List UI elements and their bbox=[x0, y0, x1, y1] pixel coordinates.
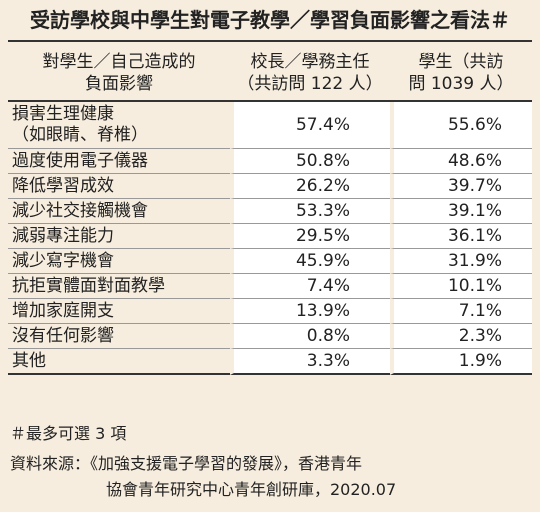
table-row: 過度使用電子儀器 50.8% 48.6% bbox=[8, 149, 532, 174]
header-impact-line2: 負面影響 bbox=[85, 74, 153, 94]
row-label: 其他 bbox=[8, 349, 230, 375]
row-label: 沒有任何影響 bbox=[8, 324, 230, 349]
header-principals-line2: （共訪問 122 人） bbox=[237, 74, 383, 94]
survey-table: 對學生／自己造成的 負面影響 校長／學務主任 （共訪問 122 人） 學生（共訪… bbox=[8, 46, 532, 375]
header-students-line2: 問 1039 人） bbox=[408, 74, 514, 94]
principal-value: 7.4% bbox=[230, 274, 390, 299]
row-label: 降低學習成效 bbox=[8, 174, 230, 199]
footnote: ＃最多可選 3 項 bbox=[10, 424, 127, 443]
principal-value: 57.4% bbox=[230, 102, 390, 149]
principal-value: 13.9% bbox=[230, 299, 390, 324]
header-students-line1: 學生（共訪 bbox=[418, 52, 504, 72]
table-row: 損害生理健康 （如眼睛、脊椎） 57.4% 55.6% bbox=[8, 102, 532, 149]
table-row: 增加家庭開支 13.9% 7.1% bbox=[8, 299, 532, 324]
row-label: 減弱專注能力 bbox=[8, 224, 230, 249]
student-value: 10.1% bbox=[390, 274, 532, 299]
header-principals: 校長／學務主任 （共訪問 122 人） bbox=[230, 46, 390, 102]
principal-value: 26.2% bbox=[230, 174, 390, 199]
table-row: 減少寫字機會 45.9% 31.9% bbox=[8, 249, 532, 274]
table-row: 減少社交接觸機會 53.3% 39.1% bbox=[8, 199, 532, 224]
principal-value: 3.3% bbox=[230, 349, 390, 375]
row-label-line1: 損害生理健康 bbox=[12, 104, 114, 124]
student-value: 36.1% bbox=[390, 224, 532, 249]
page-title: 受訪學校與中學生對電子教學／學習負面影響之看法＃ bbox=[30, 8, 510, 32]
table-row: 抗拒實體面對面教學 7.4% 10.1% bbox=[8, 274, 532, 299]
student-value: 31.9% bbox=[390, 249, 532, 274]
principal-value: 0.8% bbox=[230, 324, 390, 349]
principal-value: 53.3% bbox=[230, 199, 390, 224]
source-line-1: 資料來源：《加強支援電子學習的發展》，香港青年 bbox=[10, 454, 363, 473]
header-impact-line1: 對學生／自己造成的 bbox=[42, 52, 196, 72]
student-value: 55.6% bbox=[390, 102, 532, 149]
student-value: 39.1% bbox=[390, 199, 532, 224]
title-divider bbox=[8, 40, 532, 42]
header-impact: 對學生／自己造成的 負面影響 bbox=[8, 46, 230, 102]
header-row: 對學生／自己造成的 負面影響 校長／學務主任 （共訪問 122 人） 學生（共訪… bbox=[8, 46, 532, 102]
principal-value: 45.9% bbox=[230, 249, 390, 274]
row-label: 損害生理健康 （如眼睛、脊椎） bbox=[8, 102, 230, 149]
table-row: 減弱專注能力 29.5% 36.1% bbox=[8, 224, 532, 249]
row-label: 減少寫字機會 bbox=[8, 249, 230, 274]
table-row: 沒有任何影響 0.8% 2.3% bbox=[8, 324, 532, 349]
table-row: 降低學習成效 26.2% 39.7% bbox=[8, 174, 532, 199]
table-row: 其他 3.3% 1.9% bbox=[8, 349, 532, 375]
student-value: 48.6% bbox=[390, 149, 532, 174]
row-label: 過度使用電子儀器 bbox=[8, 149, 230, 174]
source-line-2: 協會青年研究中心青年創研庫，2020.07 bbox=[106, 480, 397, 499]
row-label-line2: （如眼睛、脊椎） bbox=[12, 125, 148, 145]
row-label: 抗拒實體面對面教學 bbox=[8, 274, 230, 299]
student-value: 2.3% bbox=[390, 324, 532, 349]
header-principals-line1: 校長／學務主任 bbox=[250, 52, 370, 72]
header-students: 學生（共訪 問 1039 人） bbox=[390, 46, 532, 102]
student-value: 39.7% bbox=[390, 174, 532, 199]
principal-value: 29.5% bbox=[230, 224, 390, 249]
student-value: 1.9% bbox=[390, 349, 532, 375]
student-value: 7.1% bbox=[390, 299, 532, 324]
principal-value: 50.8% bbox=[230, 149, 390, 174]
row-label: 增加家庭開支 bbox=[8, 299, 230, 324]
row-label: 減少社交接觸機會 bbox=[8, 199, 230, 224]
